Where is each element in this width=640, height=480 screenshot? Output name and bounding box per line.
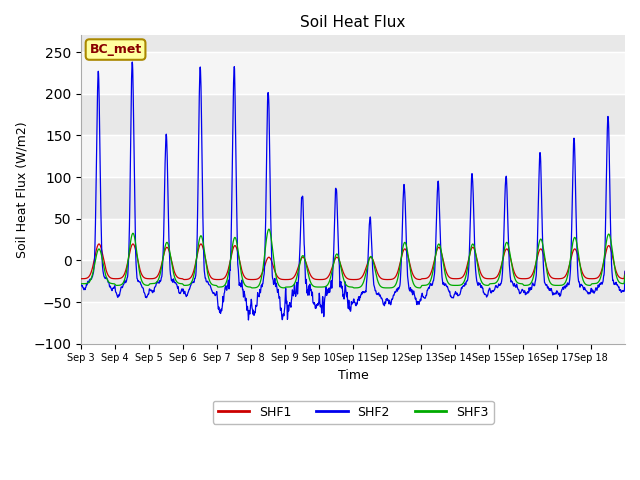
Bar: [81, 219, 625, 261]
Y-axis label: Soil Heat Flux (W/m2): Soil Heat Flux (W/m2): [15, 121, 28, 258]
Bar: [81, 135, 625, 177]
Title: Soil Heat Flux: Soil Heat Flux: [300, 15, 406, 30]
Bar: [81, 302, 625, 344]
Legend: SHF1, SHF2, SHF3: SHF1, SHF2, SHF3: [212, 401, 493, 424]
Text: BC_met: BC_met: [90, 43, 141, 56]
Bar: [81, 52, 625, 94]
X-axis label: Time: Time: [338, 369, 369, 382]
